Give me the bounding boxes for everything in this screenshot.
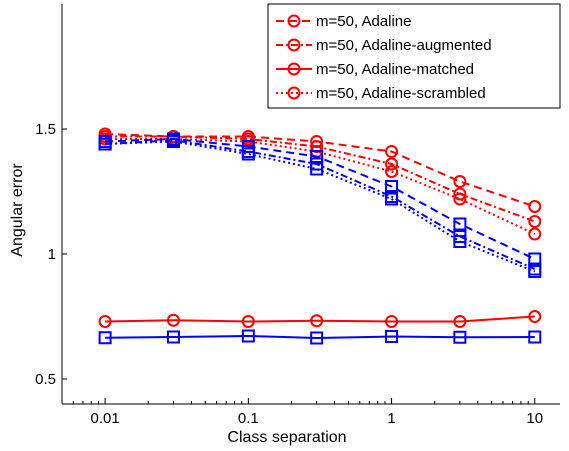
- series-line-2: [105, 315, 535, 323]
- series-line-1: [105, 135, 536, 223]
- data-point: [385, 315, 399, 328]
- data-point: [453, 235, 467, 248]
- data-point: [241, 329, 255, 343]
- data-point: [528, 200, 542, 213]
- data-point: [166, 330, 180, 344]
- x-tick-label: 1: [387, 410, 395, 427]
- data-point: [453, 192, 467, 206]
- legend-marker: [287, 62, 301, 76]
- x-tick-label: 0.1: [238, 410, 259, 427]
- data-point: [166, 313, 180, 327]
- legend-label: m=50, Adaline: [316, 13, 412, 30]
- legend-marker: [287, 14, 301, 28]
- y-axis-label: Angular error: [9, 163, 26, 257]
- data-point: [310, 314, 324, 328]
- y-tick-label: 1: [48, 246, 56, 263]
- data-point: [310, 150, 324, 163]
- data-point: [453, 330, 467, 344]
- data-point: [453, 187, 467, 201]
- legend-marker: [287, 86, 301, 100]
- legend-label: m=50, Adaline-matched: [316, 61, 474, 78]
- data-point: [310, 331, 324, 345]
- data-point: [453, 175, 467, 188]
- data-point: [528, 310, 542, 323]
- data-point: [98, 137, 112, 151]
- data-point: [241, 315, 255, 328]
- x-tick-label: 0.01: [91, 410, 120, 427]
- data-point: [453, 217, 467, 231]
- data-point: [166, 135, 180, 148]
- data-point: [528, 330, 542, 344]
- legend-marker: [287, 38, 301, 52]
- data-point: [453, 315, 467, 328]
- data-point: [528, 215, 542, 228]
- data-point: [385, 157, 399, 171]
- data-point: [241, 147, 255, 161]
- series-line-7: [105, 140, 536, 273]
- data-point: [98, 315, 112, 328]
- y-tick-label: 1.5: [35, 121, 56, 138]
- data-point: [528, 265, 542, 278]
- data-point: [385, 145, 399, 158]
- data-point: [385, 165, 399, 178]
- data-point: [310, 162, 324, 176]
- legend: m=50, Adaline m=50, Adaline-augmented m=50…: [267, 3, 561, 109]
- series-line-3: [105, 138, 536, 235]
- x-tick-label: 10: [526, 410, 543, 427]
- series-line-4: [105, 137, 536, 260]
- legend-label: m=50, Adaline-scrambled: [316, 85, 486, 102]
- data-point: [528, 227, 542, 241]
- axes: 0.5 1 1.5 0.01 0.1 1 10: [35, 4, 560, 427]
- x-axis-label: Class separation: [227, 429, 346, 446]
- data-point: [385, 330, 399, 343]
- data-point: [98, 331, 112, 345]
- plot-area: [98, 127, 542, 345]
- data-point: [385, 192, 399, 206]
- legend-box: [267, 3, 561, 109]
- legend-label: m=50, Adaline-augmented: [316, 37, 492, 54]
- y-tick-label: 0.5: [35, 371, 56, 388]
- series-line-6: [105, 334, 535, 340]
